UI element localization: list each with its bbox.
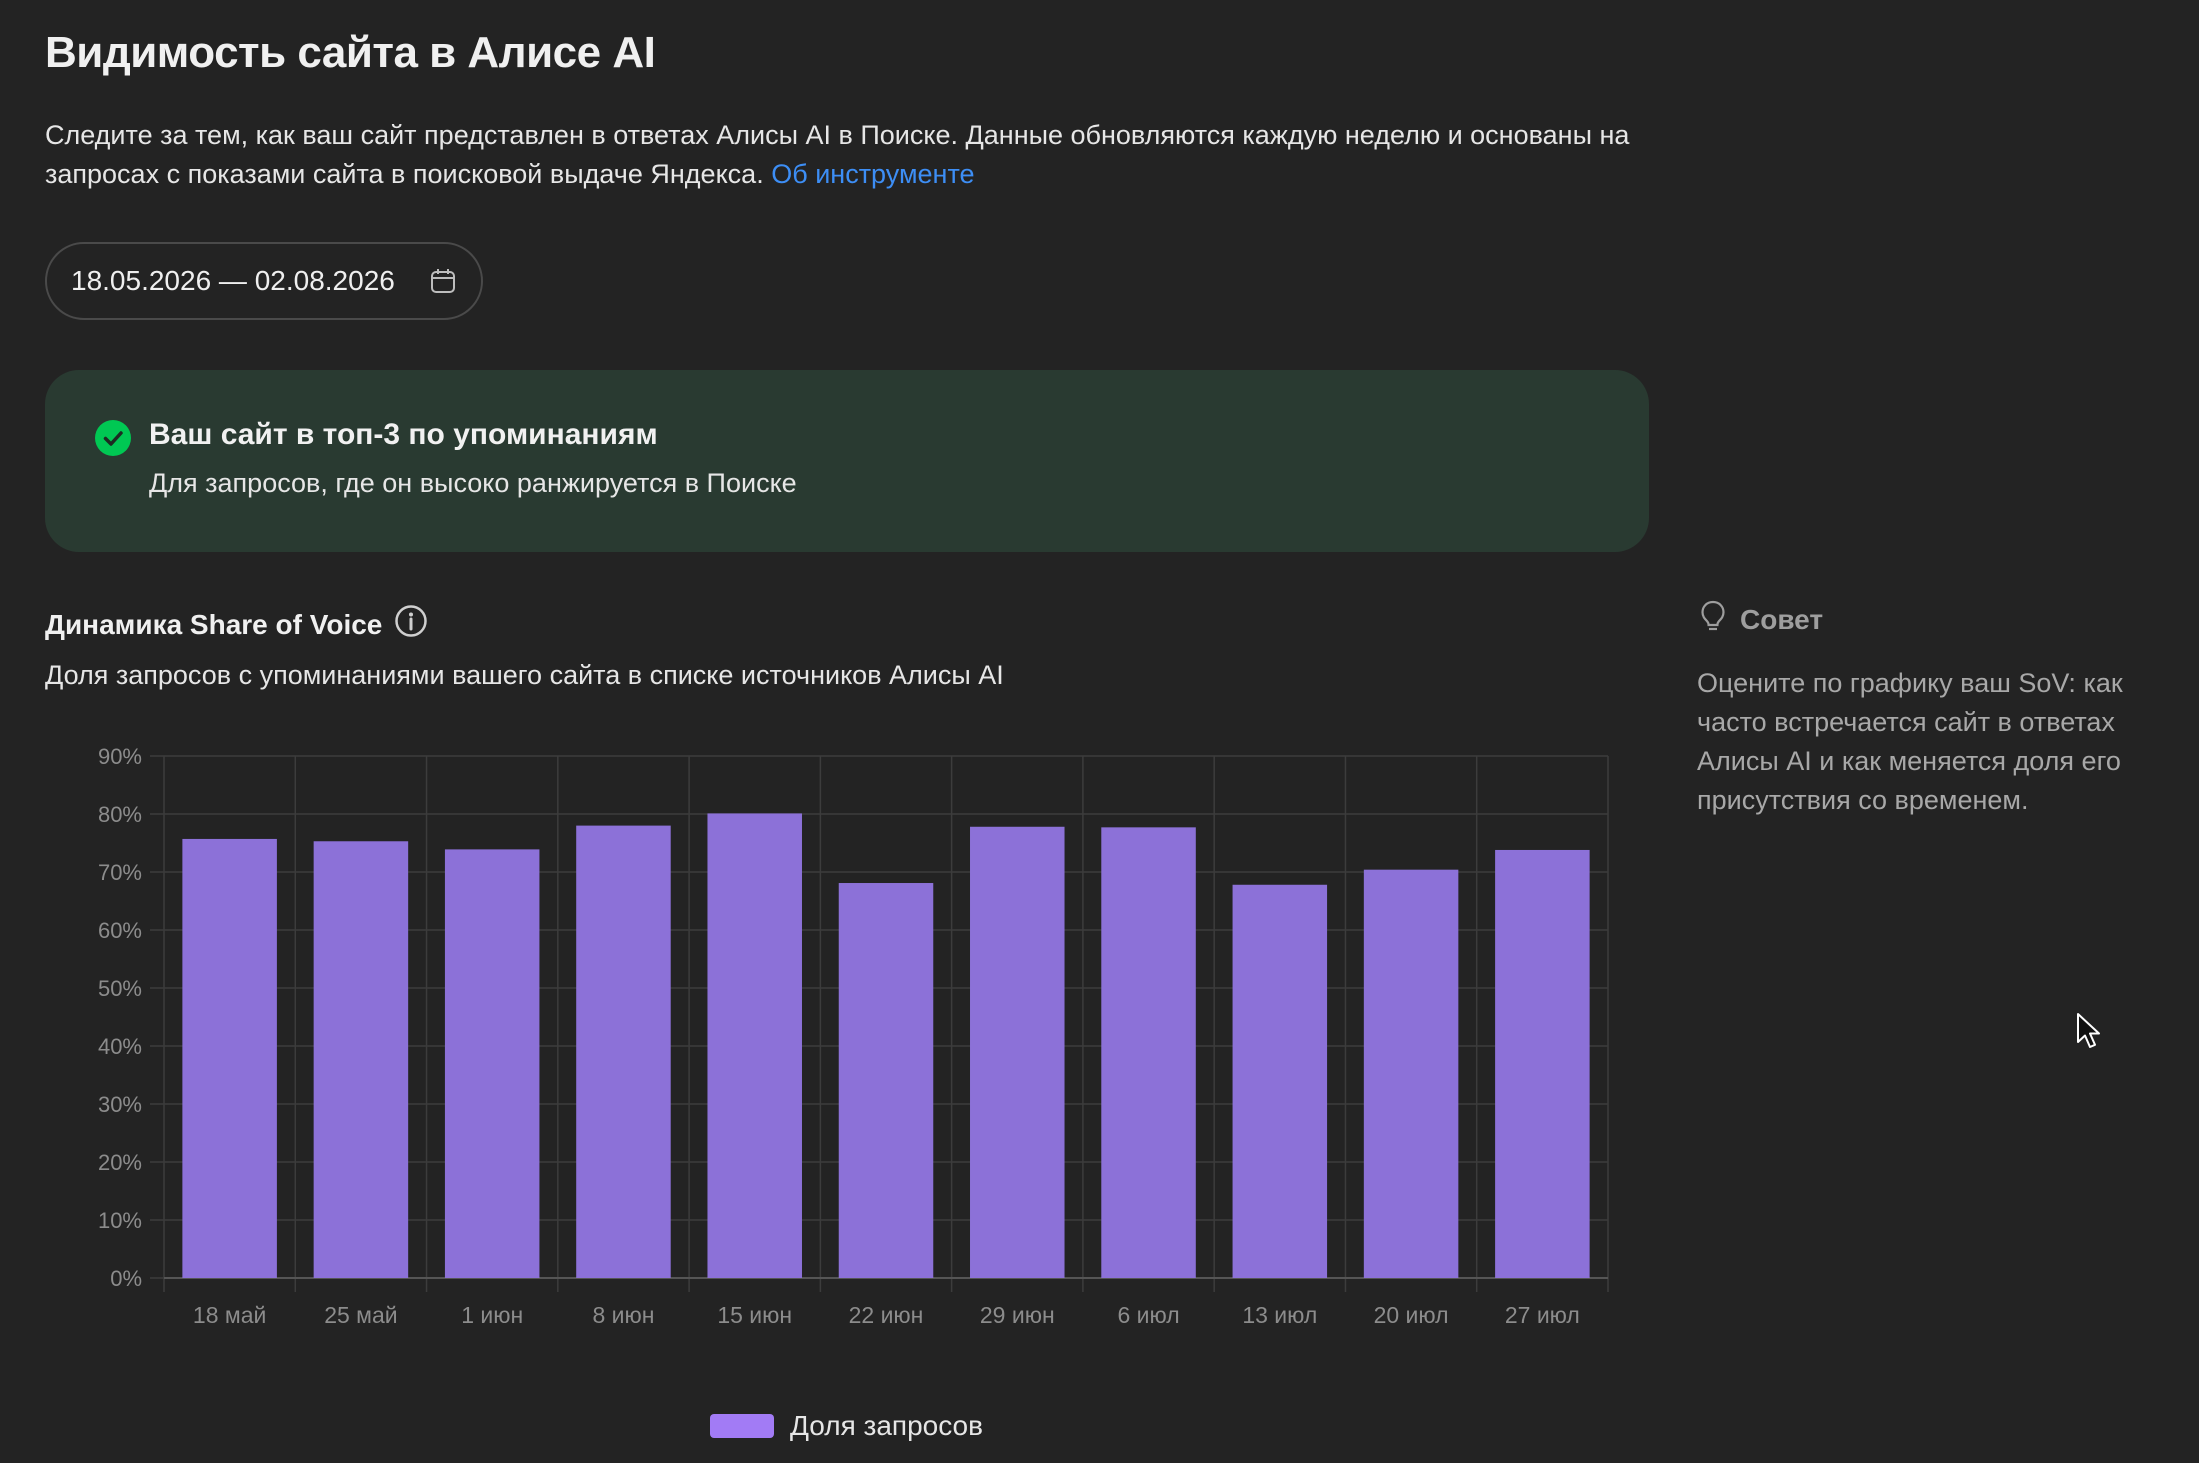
y-tick-label: 80% [98, 802, 142, 827]
bar [1363, 869, 1459, 1278]
legend-swatch [710, 1414, 774, 1438]
y-tick-label: 0% [110, 1266, 142, 1291]
page-description: Следите за тем, как ваш сайт представлен… [45, 116, 1645, 194]
y-tick-label: 50% [98, 976, 142, 1001]
x-tick-label: 29 июн [980, 1302, 1055, 1328]
x-tick-label: 18 май [193, 1302, 266, 1328]
mouse-cursor-icon [2077, 1013, 2100, 1048]
bar [576, 825, 671, 1278]
x-tick-label: 22 июн [849, 1302, 924, 1328]
y-tick-label: 60% [98, 918, 142, 943]
x-tick-label: 15 июн [717, 1302, 792, 1328]
top3-banner: Ваш сайт в топ-3 по упоминаниям Для запр… [45, 370, 1649, 552]
y-tick-label: 90% [98, 744, 142, 769]
chart-section-title: Динамика Share of Voice [45, 604, 428, 645]
y-tick-label: 30% [98, 1092, 142, 1117]
x-tick-label: 6 июл [1117, 1302, 1179, 1328]
description-text: Следите за тем, как ваш сайт представлен… [45, 120, 1630, 189]
y-tick-label: 20% [98, 1150, 142, 1175]
y-tick-label: 70% [98, 860, 142, 885]
y-tick-label: 10% [98, 1208, 142, 1233]
y-tick-label: 40% [98, 1034, 142, 1059]
tip-title: Совет [1740, 603, 1824, 635]
bar [313, 841, 409, 1278]
banner-subtitle: Для запросов, где он высоко ранжируется … [149, 468, 797, 498]
bar [444, 849, 540, 1278]
lightbulb-icon [1700, 600, 1726, 639]
share-of-voice-chart: 0% 10% 20% 30% 40% 50% 60% 70% 80% 90% 18 май 25 ма… [98, 744, 1609, 1328]
x-tick-label: 27 июл [1505, 1302, 1580, 1328]
check-circle-icon [95, 420, 131, 456]
info-icon[interactable] [394, 604, 428, 645]
x-tick-label: 8 июн [592, 1302, 654, 1328]
bar [182, 838, 277, 1278]
bar [970, 826, 1065, 1278]
date-range-picker[interactable]: 18.05.2026 — 02.08.2026 [45, 242, 483, 320]
chart-section-subtitle: Доля запросов с упоминаниями вашего сайт… [45, 660, 1004, 690]
x-tick-label: 25 май [324, 1302, 397, 1328]
legend-label: Доля запросов [790, 1410, 983, 1441]
bar [838, 883, 934, 1278]
x-tick-label: 13 июл [1242, 1302, 1317, 1328]
bar [1495, 849, 1590, 1278]
page-title: Видимость сайта в Алисе AI [45, 28, 656, 77]
banner-title: Ваш сайт в топ-3 по упоминаниям [149, 418, 658, 451]
tip-header: Совет [1700, 600, 1823, 639]
about-tool-link[interactable]: Об инструменте [771, 159, 975, 189]
date-range-value: 18.05.2026 — 02.08.2026 [71, 265, 395, 296]
bar [1232, 884, 1328, 1278]
x-tick-label: 20 июл [1374, 1302, 1449, 1328]
bar [707, 813, 802, 1278]
calendar-icon[interactable] [429, 267, 457, 295]
chart-section-title-text: Динамика Share of Voice [45, 608, 383, 640]
x-tick-label: 1 июн [461, 1302, 523, 1328]
bar [1101, 827, 1196, 1278]
tip-text: Оцените по графику ваш SoV: как часто вс… [1697, 668, 2123, 815]
chart-legend[interactable]: Доля запросов [710, 1410, 983, 1442]
